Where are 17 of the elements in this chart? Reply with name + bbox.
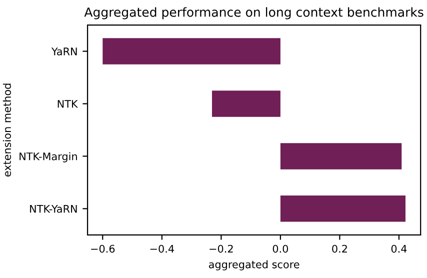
y-tick-label: NTK-YaRN xyxy=(30,205,77,213)
x-tick-label: 0.4 xyxy=(391,244,407,253)
x-tick-label: −0.2 xyxy=(210,244,233,253)
x-tick-label: −0.6 xyxy=(91,244,115,253)
y-tick-label: NTK xyxy=(58,100,78,108)
chart-title: Aggregated performance on long context benchmarks xyxy=(84,7,424,20)
y-tick-label: NTK-Margin xyxy=(20,152,77,162)
y-tick-label: YaRN xyxy=(51,48,77,56)
bar xyxy=(102,38,280,64)
x-tick-label: −0.4 xyxy=(150,244,174,253)
x-axis-title: aggregated score xyxy=(208,260,300,270)
x-tick-label: 0.0 xyxy=(272,244,288,253)
x-tick-label: 0.2 xyxy=(332,244,347,253)
y-axis-title: extension method xyxy=(2,84,12,177)
bar xyxy=(212,90,280,117)
bar xyxy=(280,143,402,170)
bar xyxy=(280,196,406,222)
